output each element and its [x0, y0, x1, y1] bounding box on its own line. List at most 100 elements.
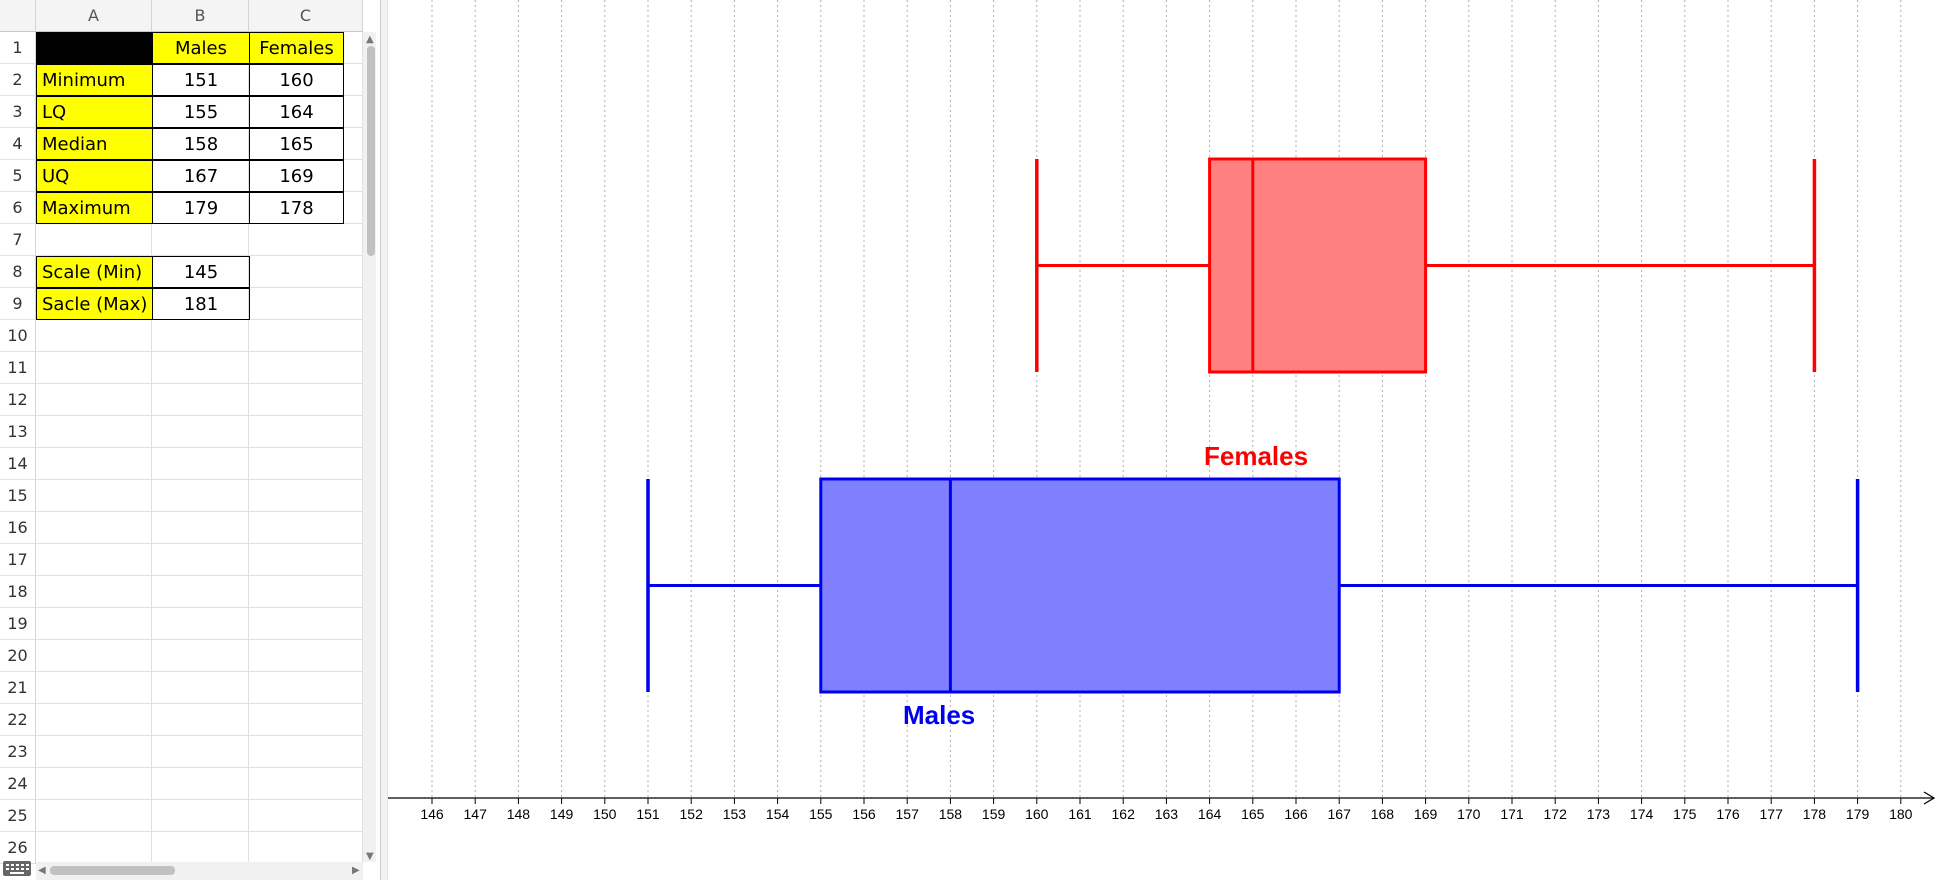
- empty-cell[interactable]: [249, 512, 363, 544]
- row-header-10[interactable]: 10: [0, 320, 36, 352]
- row-header-9[interactable]: 9: [0, 288, 36, 320]
- empty-cell[interactable]: [249, 480, 363, 512]
- females-value-cell[interactable]: 178: [249, 192, 344, 224]
- row-header-26[interactable]: 26: [0, 832, 36, 864]
- empty-cell[interactable]: [249, 544, 363, 576]
- empty-cell[interactable]: [36, 800, 152, 832]
- empty-cell[interactable]: [249, 320, 363, 352]
- row-header-16[interactable]: 16: [0, 512, 36, 544]
- scale-label-cell[interactable]: Sacle (Max): [36, 288, 153, 320]
- males-boxplot[interactable]: [646, 477, 1860, 694]
- empty-cell[interactable]: [36, 544, 152, 576]
- empty-cell[interactable]: [36, 352, 152, 384]
- empty-cell[interactable]: [249, 832, 363, 864]
- empty-cell[interactable]: [249, 576, 363, 608]
- empty-cell[interactable]: [249, 704, 363, 736]
- empty-cell[interactable]: [36, 768, 152, 800]
- row-header-18[interactable]: 18: [0, 576, 36, 608]
- empty-cell[interactable]: [249, 416, 363, 448]
- corner-cell[interactable]: [0, 0, 36, 32]
- cell-c1-females-header[interactable]: Females: [249, 32, 344, 64]
- empty-cell[interactable]: [249, 800, 363, 832]
- empty-cell[interactable]: [152, 224, 249, 256]
- empty-cell[interactable]: [152, 384, 249, 416]
- empty-cell[interactable]: [152, 608, 249, 640]
- empty-cell[interactable]: [152, 832, 249, 864]
- females-label[interactable]: Females: [1204, 441, 1308, 471]
- stat-label-cell[interactable]: LQ: [36, 96, 153, 128]
- row-header-2[interactable]: 2: [0, 64, 36, 96]
- row-header-7[interactable]: 7: [0, 224, 36, 256]
- empty-cell[interactable]: [152, 768, 249, 800]
- males-value-cell[interactable]: 179: [152, 192, 250, 224]
- females-value-cell[interactable]: 160: [249, 64, 344, 96]
- row-header-12[interactable]: 12: [0, 384, 36, 416]
- empty-cell[interactable]: [36, 384, 152, 416]
- row-header-20[interactable]: 20: [0, 640, 36, 672]
- females-value-cell[interactable]: 165: [249, 128, 344, 160]
- empty-cell[interactable]: [36, 448, 152, 480]
- empty-cell[interactable]: [249, 288, 363, 320]
- column-header-a[interactable]: A: [36, 0, 152, 32]
- males-value-cell[interactable]: 158: [152, 128, 250, 160]
- row-header-17[interactable]: 17: [0, 544, 36, 576]
- empty-cell[interactable]: [36, 608, 152, 640]
- empty-cell[interactable]: [152, 640, 249, 672]
- scroll-right-arrow-icon[interactable]: ▶: [352, 865, 360, 876]
- row-header-4[interactable]: 4: [0, 128, 36, 160]
- empty-cell[interactable]: [249, 352, 363, 384]
- row-header-3[interactable]: 3: [0, 96, 36, 128]
- row-header-8[interactable]: 8: [0, 256, 36, 288]
- vertical-scrollbar-thumb[interactable]: [367, 46, 375, 256]
- empty-cell[interactable]: [152, 544, 249, 576]
- stat-label-cell[interactable]: UQ: [36, 160, 153, 192]
- scale-value-cell[interactable]: 145: [152, 256, 250, 288]
- empty-cell[interactable]: [36, 736, 152, 768]
- horizontal-scrollbar-thumb[interactable]: [50, 866, 175, 875]
- empty-cell[interactable]: [249, 256, 363, 288]
- males-value-cell[interactable]: 167: [152, 160, 250, 192]
- empty-cell[interactable]: [249, 384, 363, 416]
- empty-cell[interactable]: [152, 736, 249, 768]
- empty-cell[interactable]: [36, 704, 152, 736]
- empty-cell[interactable]: [152, 448, 249, 480]
- row-header-25[interactable]: 25: [0, 800, 36, 832]
- row-header-19[interactable]: 19: [0, 608, 36, 640]
- empty-cell[interactable]: [36, 512, 152, 544]
- empty-cell[interactable]: [36, 320, 152, 352]
- empty-cell[interactable]: [152, 480, 249, 512]
- empty-cell[interactable]: [249, 224, 363, 256]
- scale-label-cell[interactable]: Scale (Min): [36, 256, 153, 288]
- keyboard-icon[interactable]: [2, 858, 32, 878]
- empty-cell[interactable]: [249, 736, 363, 768]
- empty-cell[interactable]: [36, 832, 152, 864]
- cell-a1[interactable]: [36, 32, 153, 64]
- stat-label-cell[interactable]: Median: [36, 128, 153, 160]
- empty-cell[interactable]: [249, 640, 363, 672]
- scroll-left-arrow-icon[interactable]: ◀: [38, 865, 46, 876]
- empty-cell[interactable]: [152, 704, 249, 736]
- column-header-c[interactable]: C: [249, 0, 363, 32]
- empty-cell[interactable]: [249, 672, 363, 704]
- graphics-view[interactable]: 146 147 148 149 150 151 152 153 154 155 156 157 158 1…: [388, 0, 1938, 880]
- empty-cell[interactable]: [36, 576, 152, 608]
- males-value-cell[interactable]: 155: [152, 96, 250, 128]
- females-value-cell[interactable]: 169: [249, 160, 344, 192]
- empty-cell[interactable]: [36, 672, 152, 704]
- row-header-21[interactable]: 21: [0, 672, 36, 704]
- females-value-cell[interactable]: 164: [249, 96, 344, 128]
- row-header-14[interactable]: 14: [0, 448, 36, 480]
- empty-cell[interactable]: [249, 768, 363, 800]
- empty-cell[interactable]: [152, 800, 249, 832]
- cell-b1-males-header[interactable]: Males: [152, 32, 250, 64]
- empty-cell[interactable]: [152, 416, 249, 448]
- scroll-down-arrow-icon[interactable]: ▼: [366, 851, 374, 862]
- males-value-cell[interactable]: 151: [152, 64, 250, 96]
- empty-cell[interactable]: [152, 672, 249, 704]
- iqr-box[interactable]: [1208, 157, 1428, 374]
- empty-cell[interactable]: [152, 512, 249, 544]
- empty-cell[interactable]: [36, 224, 152, 256]
- stat-label-cell[interactable]: Maximum: [36, 192, 153, 224]
- empty-cell[interactable]: [36, 640, 152, 672]
- iqr-box[interactable]: [819, 477, 1341, 694]
